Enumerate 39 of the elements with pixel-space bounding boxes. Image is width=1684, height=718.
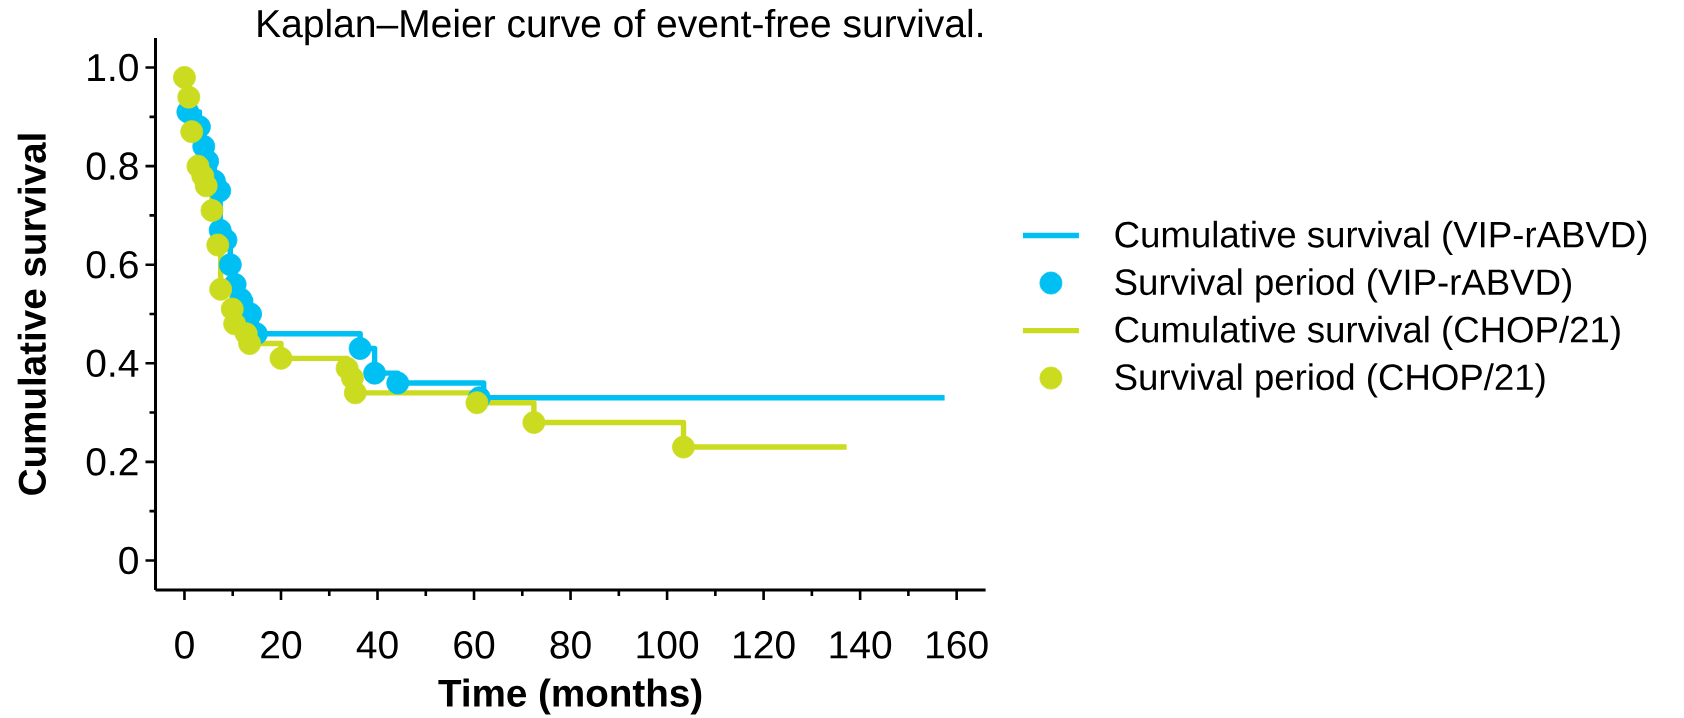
x-tick-label: 40 bbox=[356, 631, 398, 659]
point bbox=[177, 85, 201, 109]
point bbox=[348, 337, 372, 360]
point bbox=[386, 371, 410, 395]
x-tick-label: 80 bbox=[550, 631, 591, 659]
point bbox=[180, 120, 204, 144]
legend-label: Cumulative survival (CHOP/21) bbox=[1115, 315, 1620, 350]
point bbox=[672, 435, 695, 459]
x-tick-label: 100 bbox=[637, 631, 699, 659]
y-axis-title: Cumulative survival bbox=[17, 134, 46, 495]
point bbox=[269, 346, 293, 370]
point bbox=[522, 411, 546, 434]
point bbox=[238, 332, 262, 355]
y-tick-label: 0 bbox=[119, 546, 138, 575]
point bbox=[343, 381, 367, 405]
point bbox=[194, 174, 218, 198]
x-tick-label: 160 bbox=[927, 631, 988, 659]
x-tick-label: 140 bbox=[830, 631, 892, 659]
y-tick-label: 1.0 bbox=[88, 53, 138, 82]
point bbox=[173, 66, 196, 89]
y-tick-label: 0.6 bbox=[86, 250, 138, 279]
x-tick-label: 20 bbox=[261, 631, 302, 659]
point bbox=[218, 253, 242, 277]
x-tick-label: 120 bbox=[734, 631, 795, 659]
x-axis-title: Time (months) bbox=[438, 678, 702, 715]
y-tick-label: 0.4 bbox=[86, 349, 139, 378]
y-tick-label: 0.8 bbox=[86, 152, 138, 180]
legend-label: Cumulative survival (VIP-rABVD) bbox=[1115, 220, 1647, 255]
point bbox=[363, 361, 387, 385]
point bbox=[209, 277, 233, 301]
point bbox=[465, 391, 489, 415]
x-tick-label: 0 bbox=[175, 631, 194, 659]
point bbox=[200, 199, 224, 222]
chart-title: Kaplan–Meier curve of event-free survival. bbox=[258, 8, 982, 46]
y-tick-label: 0.2 bbox=[86, 448, 138, 476]
legend-label: Survival period (CHOP/21) bbox=[1115, 363, 1545, 398]
x-tick-label: 60 bbox=[454, 631, 495, 659]
legend-label: Survival period (VIP-rABVD) bbox=[1115, 268, 1571, 303]
point bbox=[206, 233, 230, 257]
